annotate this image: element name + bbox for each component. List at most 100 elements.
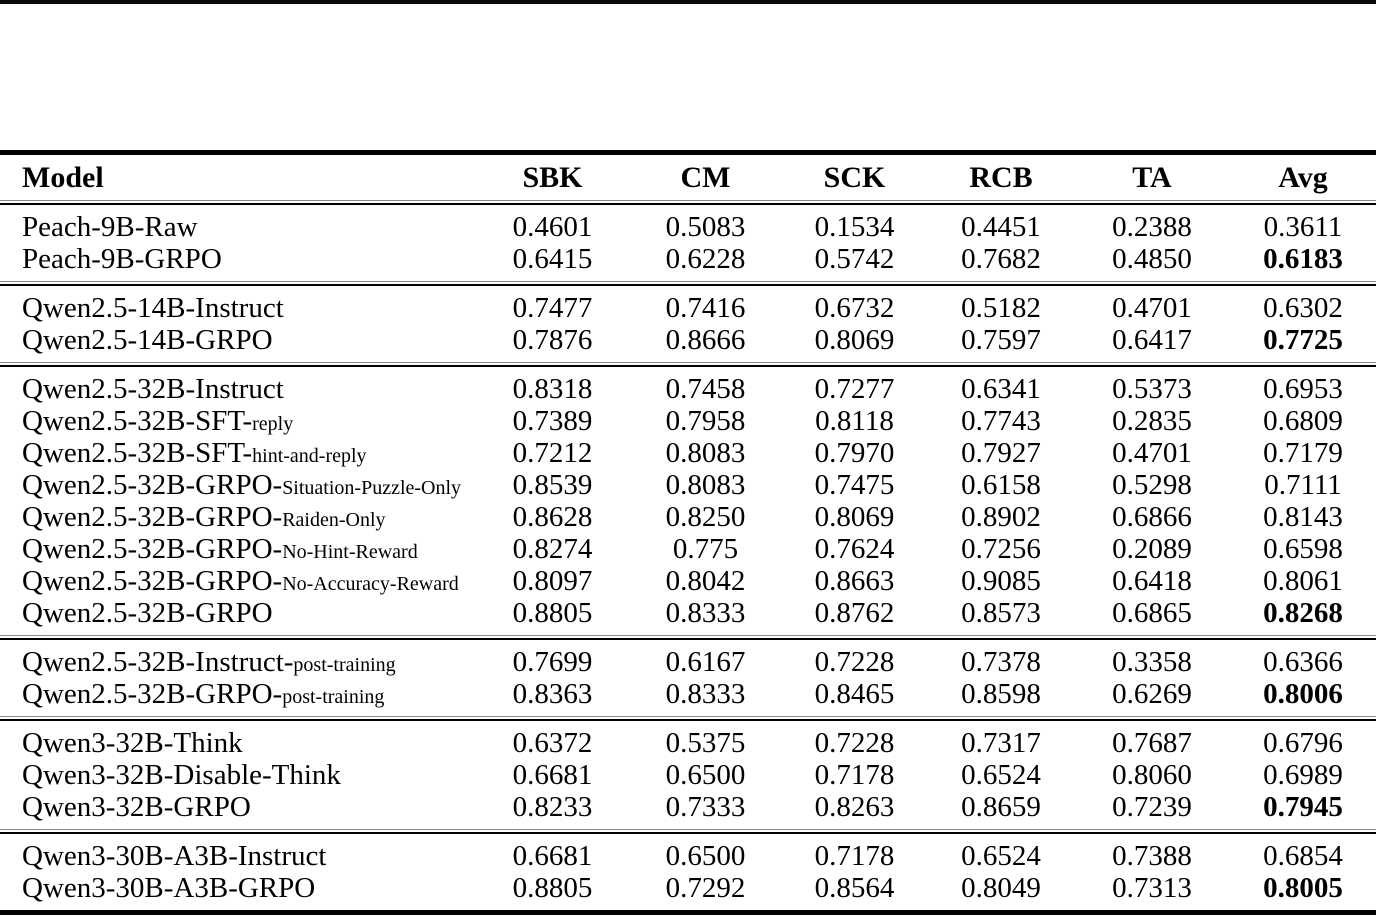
avg-score-cell: 0.6598 (1263, 533, 1343, 565)
score-cell: 0.6524 (961, 759, 1041, 791)
avg-score-cell: 0.6854 (1263, 840, 1343, 872)
avg-score-cell: 0.3611 (1263, 211, 1343, 243)
score-cell: 0.8628 (512, 501, 593, 533)
score-cell: 0.8666 (665, 324, 746, 356)
score-cell: 0.8573 (961, 597, 1041, 629)
header-cm: CM (680, 160, 731, 194)
model-name: Qwen2.5-32B-GRPO- (22, 565, 283, 597)
model-name-cell: Qwen2.5-32B-SFT-hint-and-reply (0, 437, 475, 472)
score-cell: 0.7597 (961, 324, 1041, 356)
score-cell: 0.6418 (1112, 565, 1192, 597)
score-cell: 0.6341 (961, 373, 1041, 405)
score-cell: 0.5742 (814, 243, 895, 275)
model-name-cell: Qwen2.5-32B-GRPO-Situation-Puzzle-Only (0, 469, 475, 504)
table-row: Qwen2.5-32B-GRPO-No-Accuracy-Reward 0.809… (0, 565, 1376, 597)
score-cell: 0.8060 (1112, 759, 1192, 791)
score-cell: 0.7624 (814, 533, 895, 565)
table-row: Qwen2.5-32B-Instruct 0.8318 0.7458 0.7277 0.… (0, 373, 1376, 405)
score-cell: 0.8333 (665, 597, 746, 629)
score-cell: 0.6415 (512, 243, 593, 275)
score-cell: 0.4850 (1112, 243, 1192, 275)
score-cell: 0.7333 (665, 791, 746, 823)
score-cell: 0.775 (672, 533, 739, 565)
score-cell: 0.7475 (814, 469, 895, 501)
group-separator-rule (0, 362, 1376, 367)
score-cell: 0.9085 (961, 565, 1041, 597)
score-cell: 0.5375 (665, 727, 746, 759)
score-cell: 0.7458 (665, 373, 746, 405)
score-cell: 0.8564 (814, 872, 895, 904)
model-name-suffix: reply (252, 413, 294, 435)
table-body: Peach-9B-Raw 0.4601 0.5083 0.1534 0.4451 0.23… (0, 205, 1376, 910)
model-name-suffix: post-training (293, 654, 396, 676)
score-cell: 0.8263 (814, 791, 895, 823)
score-cell: 0.2388 (1112, 211, 1192, 243)
group-separator-rule (0, 635, 1376, 640)
score-cell: 0.8083 (665, 469, 746, 501)
table-row: Qwen2.5-32B-Instruct-post-training 0.7699… (0, 646, 1376, 678)
table-group: Qwen2.5-14B-Instruct 0.7477 0.7416 0.6732 0.… (0, 286, 1376, 362)
model-name: Qwen3-30B-A3B-GRPO (22, 872, 316, 904)
score-cell: 0.8097 (512, 565, 593, 597)
score-cell: 0.6681 (512, 759, 593, 791)
model-name: Qwen2.5-14B-GRPO (22, 324, 273, 356)
avg-score-cell: 0.6796 (1263, 727, 1343, 759)
score-cell: 0.6269 (1112, 678, 1192, 710)
score-cell: 0.4701 (1112, 437, 1192, 469)
avg-score-cell: 0.8061 (1263, 565, 1343, 597)
score-cell: 0.7970 (814, 437, 895, 469)
avg-score-cell: 0.6953 (1263, 373, 1343, 405)
benchmark-results-table: Model SBK CM SCK RCB TA Avg Peach-9B-Raw… (0, 150, 1376, 915)
table-row: Qwen2.5-32B-SFT-reply 0.7389 0.7958 0.8118 0… (0, 405, 1376, 437)
score-cell: 0.1534 (814, 211, 895, 243)
model-name-cell: Qwen2.5-32B-GRPO-No-Hint-Reward (0, 533, 475, 568)
score-cell: 0.8069 (814, 501, 895, 533)
score-cell: 0.8465 (814, 678, 895, 710)
table-row: Qwen2.5-14B-GRPO 0.7876 0.8666 0.8069 0.7597… (0, 324, 1376, 356)
model-name-cell: Qwen2.5-32B-SFT-reply (0, 405, 475, 440)
score-cell: 0.7277 (814, 373, 895, 405)
score-cell: 0.8042 (665, 565, 746, 597)
table-group: Peach-9B-Raw 0.4601 0.5083 0.1534 0.4451 0.23… (0, 205, 1376, 281)
score-cell: 0.8539 (512, 469, 593, 501)
score-cell: 0.8663 (814, 565, 895, 597)
header-rcb: RCB (969, 160, 1033, 194)
table-row: Peach-9B-Raw 0.4601 0.5083 0.1534 0.4451 0.23… (0, 211, 1376, 243)
score-cell: 0.7292 (665, 872, 746, 904)
model-name: Qwen3-32B-Think (22, 727, 243, 759)
table-group: Qwen3-32B-Think 0.6372 0.5375 0.7228 0.7317 0… (0, 721, 1376, 829)
score-cell: 0.4451 (961, 211, 1041, 243)
score-cell: 0.8250 (665, 501, 746, 533)
score-cell: 0.7313 (1112, 872, 1192, 904)
header-bottom-rule (0, 200, 1376, 205)
score-cell: 0.6524 (961, 840, 1041, 872)
score-cell: 0.7682 (961, 243, 1041, 275)
table-header-row: Model SBK CM SCK RCB TA Avg (0, 155, 1376, 200)
model-name-suffix: Raiden-Only (282, 509, 386, 531)
score-cell: 0.7178 (814, 840, 895, 872)
model-name-cell: Qwen2.5-32B-GRPO (0, 597, 475, 629)
model-name: Qwen3-30B-A3B-Instruct (22, 840, 327, 872)
table-row: Qwen3-32B-Think 0.6372 0.5375 0.7228 0.7317 0… (0, 727, 1376, 759)
table-row: Qwen3-32B-GRPO 0.8233 0.7333 0.8263 0.8659 0.… (0, 791, 1376, 823)
score-cell: 0.6732 (814, 292, 895, 324)
score-cell: 0.6865 (1112, 597, 1192, 629)
score-cell: 0.8363 (512, 678, 593, 710)
model-name: Qwen2.5-32B-GRPO (22, 597, 273, 629)
avg-score-cell: 0.6183 (1263, 243, 1343, 275)
model-name: Qwen2.5-32B-Instruct- (22, 646, 294, 678)
model-name-cell: Qwen2.5-32B-Instruct-post-training (0, 646, 475, 681)
model-name: Qwen2.5-14B-Instruct (22, 292, 284, 324)
model-name-cell: Qwen3-30B-A3B-GRPO (0, 872, 475, 904)
model-name: Peach-9B-Raw (22, 211, 198, 243)
page-top-rule (0, 0, 1376, 4)
score-cell: 0.6228 (665, 243, 746, 275)
score-cell: 0.6372 (512, 727, 593, 759)
table-row: Qwen3-32B-Disable-Think 0.6681 0.6500 0.717… (0, 759, 1376, 791)
header-avg: Avg (1278, 160, 1328, 194)
score-cell: 0.6866 (1112, 501, 1192, 533)
model-name: Qwen3-32B-GRPO (22, 791, 251, 823)
score-cell: 0.7743 (961, 405, 1041, 437)
avg-score-cell: 0.7725 (1263, 324, 1343, 356)
model-name-suffix: hint-and-reply (252, 445, 367, 467)
